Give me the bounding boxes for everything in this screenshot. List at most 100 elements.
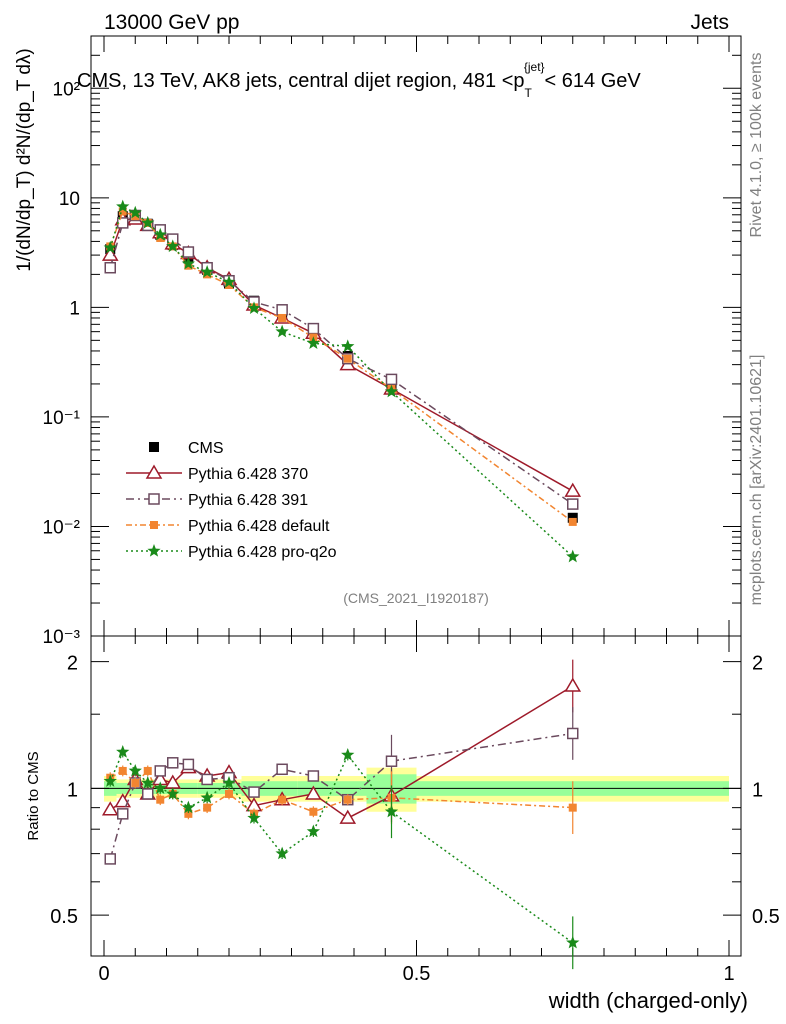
point-p391: [307, 322, 320, 335]
ratio-point-p391: [276, 763, 288, 776]
ratio-point-p391: [307, 770, 320, 782]
ratio-point-default: [118, 766, 127, 775]
y-tick-label: 10²: [53, 79, 80, 100]
plot-title-sub: T: [525, 86, 533, 100]
legend-entry-cms: CMS: [149, 440, 224, 457]
x-tick-label: 0.5: [403, 963, 431, 985]
ratio-point-default: [278, 795, 287, 804]
point-proq2o: [341, 339, 355, 353]
legend-marker-proq2o: [147, 544, 161, 557]
ratio-y-tick-label: 2: [67, 653, 78, 675]
axes-layer: 0 0.5 1 10⁻³ 10⁻² 10⁻¹ 1 10 10² 0.5 0.5 1 1 2 2: [43, 35, 780, 985]
legend-marker-default: [150, 521, 158, 529]
ratio-point-proq2o: [566, 935, 580, 949]
ratio-point-proq2o: [153, 781, 167, 795]
point-p391: [104, 261, 116, 274]
point-proq2o: [306, 336, 321, 349]
point-default: [118, 207, 127, 216]
ratio-y-tick-label-right: 2: [752, 653, 763, 675]
point-proq2o: [141, 215, 155, 229]
legend: CMS Pythia 6.428 370 Pythia 6.428 391 Pythi…: [126, 440, 337, 561]
ratio-point-p391: [201, 773, 213, 786]
ratio-point-proq2o: [247, 811, 261, 824]
point-p370: [564, 482, 582, 497]
ratio-point-p370: [101, 801, 119, 816]
ratio-point-default: [568, 803, 577, 812]
point-cms: [567, 512, 578, 523]
plot-title-end: < 614 GeV: [545, 70, 642, 92]
point-p391: [276, 304, 288, 316]
ratio-point-default: [156, 795, 165, 804]
ratio-point-proq2o: [103, 774, 117, 787]
ratio-point-proq2o: [116, 745, 130, 758]
legend-label-p391: Pythia 6.428 391: [188, 492, 308, 509]
legend-label-proq2o: Pythia 6.428 pro-q2o: [188, 544, 337, 561]
point-proq2o: [116, 199, 130, 213]
legend-marker-cms: [149, 442, 159, 452]
ratio-point-proq2o: [306, 824, 321, 838]
ratio-y-tick-label-right: 1: [752, 779, 763, 801]
y-tick-label: 10⁻¹: [43, 408, 81, 429]
ratio-point-p391: [154, 765, 166, 777]
legend-label-cms: CMS: [188, 440, 224, 457]
point-proq2o: [200, 265, 214, 278]
ratio-point-p391: [142, 788, 154, 800]
legend-entry-proq2o: Pythia 6.428 pro-q2o: [126, 544, 337, 561]
ratio-point-default: [343, 795, 352, 804]
x-tick-label: 0: [98, 963, 109, 985]
point-p391: [182, 246, 195, 258]
legend-entry-p370: Pythia 6.428 370: [126, 464, 308, 483]
y-tick-label: 10⁻²: [43, 517, 81, 538]
series-layer: [101, 199, 582, 970]
ratio-point-p391: [167, 757, 179, 769]
ratio-point-p391: [248, 786, 260, 798]
point-proq2o: [103, 240, 117, 254]
rivet-version-label: Rivet 4.1.0, ≥ 100k events: [748, 53, 765, 238]
point-proq2o: [247, 301, 261, 314]
series-line-proq2o: [109, 205, 574, 558]
ratio-line-default: [109, 769, 573, 815]
ratio-point-proq2o: [275, 846, 289, 860]
ratio-y-tick-label: 1: [67, 779, 78, 801]
legend-label-default: Pythia 6.428 default: [188, 518, 330, 535]
point-proq2o: [181, 256, 196, 270]
point-p391: [567, 498, 579, 510]
y-tick-label: 10: [59, 189, 80, 210]
plot-title-main: CMS, 13 TeV, AK8 jets, central dijet reg…: [77, 70, 525, 92]
ratio-point-proq2o: [222, 775, 236, 789]
ratio-point-p391: [385, 755, 398, 767]
ratio-plot-panel: [90, 635, 742, 957]
ratio-y-tick-label-right: 0.5: [752, 906, 780, 928]
ratio-point-p391: [104, 853, 116, 865]
process-label: Jets: [690, 11, 729, 34]
ratio-point-proq2o: [141, 775, 155, 789]
ratio-point-proq2o: [128, 763, 142, 777]
ratio-point-proq2o: [341, 748, 355, 761]
ratio-point-p370: [564, 677, 582, 692]
plot-title-sup: {jet}: [524, 60, 545, 74]
x-tick-label: 1: [723, 963, 734, 985]
point-proq2o: [566, 549, 580, 563]
ratio-point-proq2o: [181, 800, 196, 814]
ratio-point-p391: [567, 727, 579, 740]
mcplots-label: mcplots.cern.ch [arXiv:2401.10621]: [748, 355, 765, 606]
analysis-id: (CMS_2021_I1920187): [343, 590, 489, 606]
series-line-p370: [109, 218, 574, 492]
ratio-point-default: [225, 789, 233, 798]
ratio-point-p391: [117, 808, 129, 820]
point-default: [131, 212, 140, 221]
ratio-point-default: [184, 809, 193, 818]
ratio-point-proq2o: [166, 786, 180, 800]
energy-label: 13000 GeV pp: [104, 11, 239, 34]
ratio-point-default: [143, 766, 152, 775]
ratio-point-proq2o: [200, 790, 214, 804]
series-default: [106, 207, 577, 835]
series-line-default: [109, 210, 574, 523]
ratio-point-default: [309, 807, 318, 816]
ratio-y-tick-label: 0.5: [50, 906, 78, 928]
point-default: [568, 517, 577, 526]
x-axis-title: width (charged-only): [548, 988, 748, 1013]
legend-label-p370: Pythia 6.428 370: [188, 466, 308, 483]
series-p370: [101, 210, 582, 824]
series-proq2o: [103, 199, 580, 970]
